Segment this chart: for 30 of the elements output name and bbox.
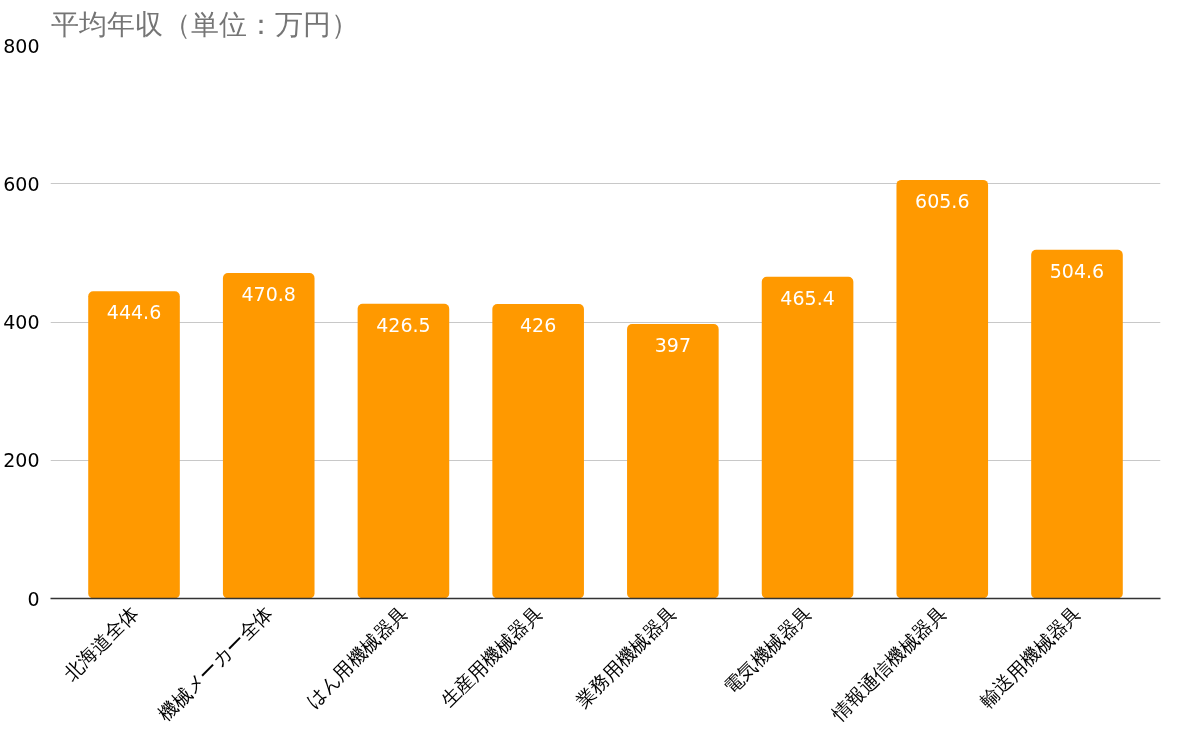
y-tick-label: 0: [27, 587, 40, 610]
y-tick-label: 200: [3, 449, 40, 472]
data-label: 426.5: [376, 313, 431, 336]
x-tick-label: 北海道全体: [59, 601, 142, 685]
bar: [761, 276, 854, 599]
data-label: 465.4: [780, 286, 835, 309]
y-tick-label: 600: [3, 172, 40, 195]
chart-title: 平均年収（単位：万円）: [50, 7, 359, 41]
x-tick-label: 業務用機械器具: [571, 601, 681, 712]
x-tick-label: 輸送用機械器具: [975, 601, 1085, 712]
bar: [492, 304, 584, 599]
bar: [88, 291, 180, 599]
data-label: 605.6: [915, 189, 970, 212]
bar: [627, 324, 719, 599]
x-tick-label: 生産用機械器具: [436, 601, 546, 712]
bar: [896, 179, 989, 599]
x-tick-label: はん用機械器具: [301, 601, 412, 712]
data-label: 470.8: [241, 283, 296, 306]
bar: [222, 273, 315, 599]
x-tick-label: 情報通信機械器具: [826, 601, 951, 726]
data-label: 397: [654, 334, 691, 357]
y-tick-label: 400: [3, 311, 40, 333]
data-label: 426: [520, 314, 557, 337]
bar: [1031, 249, 1123, 599]
y-tick-label: 800: [3, 34, 40, 57]
bar: [357, 303, 450, 599]
x-tick-label: 機械メーカー全体: [153, 601, 277, 725]
data-label: 444.6: [106, 301, 162, 324]
x-tick-label: 電気機械器具: [719, 601, 816, 698]
data-label: 504.6: [1049, 259, 1105, 282]
